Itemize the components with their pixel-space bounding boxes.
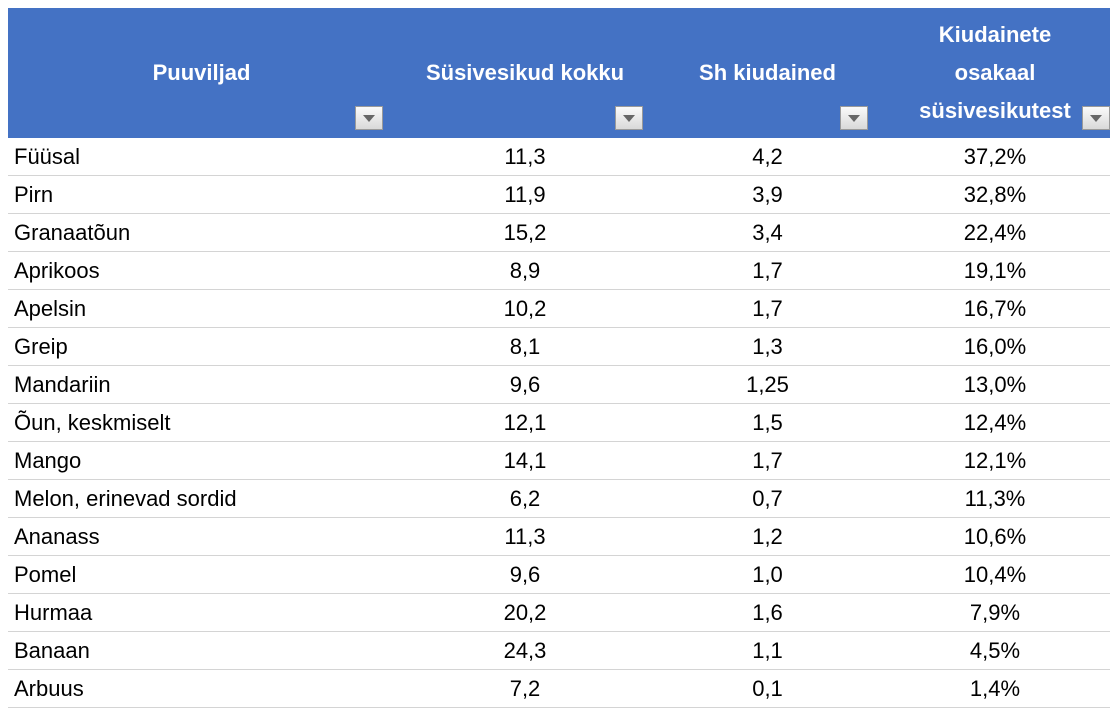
value-cell: 10,4%	[880, 556, 1110, 594]
value-cell: 1,7	[655, 442, 880, 480]
value-cell: 6,2	[395, 480, 655, 518]
value-cell: 20,2	[395, 594, 655, 632]
value-cell: 1,2	[655, 518, 880, 556]
value-cell: 13,0%	[880, 366, 1110, 404]
row-label: Õun, keskmiselt	[8, 404, 395, 442]
value-cell: 1,6	[655, 594, 880, 632]
filter-dropdown[interactable]	[355, 106, 383, 130]
value-cell: 12,1	[395, 404, 655, 442]
filter-dropdown[interactable]	[840, 106, 868, 130]
value-cell: 37,2%	[880, 138, 1110, 176]
value-cell: 11,3%	[880, 480, 1110, 518]
row-label: Hurmaa	[8, 594, 395, 632]
row-label: Pirn	[8, 176, 395, 214]
value-cell: 0,1	[655, 670, 880, 708]
value-cell: 12,1%	[880, 442, 1110, 480]
row-label: Arbuus	[8, 670, 395, 708]
row-label: Mango	[8, 442, 395, 480]
value-cell: 16,7%	[880, 290, 1110, 328]
value-cell: 16,0%	[880, 328, 1110, 366]
row-label: Aprikoos	[8, 252, 395, 290]
row-label: Ananass	[8, 518, 395, 556]
row-label: Granaatõun	[8, 214, 395, 252]
value-cell: 1,25	[655, 366, 880, 404]
value-cell: 14,1	[395, 442, 655, 480]
value-cell: 1,1	[655, 632, 880, 670]
value-cell: 24,3	[395, 632, 655, 670]
header-text: Süsivesikud kokku	[425, 60, 625, 85]
value-cell: 0,7	[655, 480, 880, 518]
row-label: Pomel	[8, 556, 395, 594]
row-label: Banaan	[8, 632, 395, 670]
value-cell: 10,2	[395, 290, 655, 328]
value-cell: 4,5%	[880, 632, 1110, 670]
value-cell: 8,9	[395, 252, 655, 290]
column-header: Kiudainete osakaal süsivesikutest	[880, 8, 1110, 138]
row-label: Füüsal	[8, 138, 395, 176]
filter-dropdown[interactable]	[1082, 106, 1110, 130]
value-cell: 11,3	[395, 518, 655, 556]
row-label: Melon, erinevad sordid	[8, 480, 395, 518]
value-cell: 1,3	[655, 328, 880, 366]
column-header: Süsivesikud kokku	[395, 8, 655, 138]
value-cell: 7,2	[395, 670, 655, 708]
value-cell: 1,4%	[880, 670, 1110, 708]
value-cell: 12,4%	[880, 404, 1110, 442]
value-cell: 3,9	[655, 176, 880, 214]
value-cell: 11,3	[395, 138, 655, 176]
header-text: Puuviljad	[152, 60, 251, 85]
value-cell: 4,2	[655, 138, 880, 176]
filter-dropdown[interactable]	[615, 106, 643, 130]
header-text: Kiudainete osakaal süsivesikutest	[919, 22, 1071, 123]
value-cell: 1,5	[655, 404, 880, 442]
value-cell: 22,4%	[880, 214, 1110, 252]
value-cell: 1,7	[655, 290, 880, 328]
value-cell: 7,9%	[880, 594, 1110, 632]
value-cell: 32,8%	[880, 176, 1110, 214]
value-cell: 9,6	[395, 556, 655, 594]
value-cell: 8,1	[395, 328, 655, 366]
value-cell: 1,0	[655, 556, 880, 594]
value-cell: 3,4	[655, 214, 880, 252]
row-label: Mandariin	[8, 366, 395, 404]
value-cell: 15,2	[395, 214, 655, 252]
value-cell: 10,6%	[880, 518, 1110, 556]
value-cell: 1,7	[655, 252, 880, 290]
fruit-fiber-table: Puuviljad Süsivesikud kokku Sh kiudained Ki…	[8, 8, 1110, 708]
header-text: Sh kiudained	[699, 60, 836, 85]
row-label: Apelsin	[8, 290, 395, 328]
value-cell: 9,6	[395, 366, 655, 404]
value-cell: 11,9	[395, 176, 655, 214]
row-label: Greip	[8, 328, 395, 366]
value-cell: 19,1%	[880, 252, 1110, 290]
column-header: Puuviljad	[8, 8, 395, 138]
